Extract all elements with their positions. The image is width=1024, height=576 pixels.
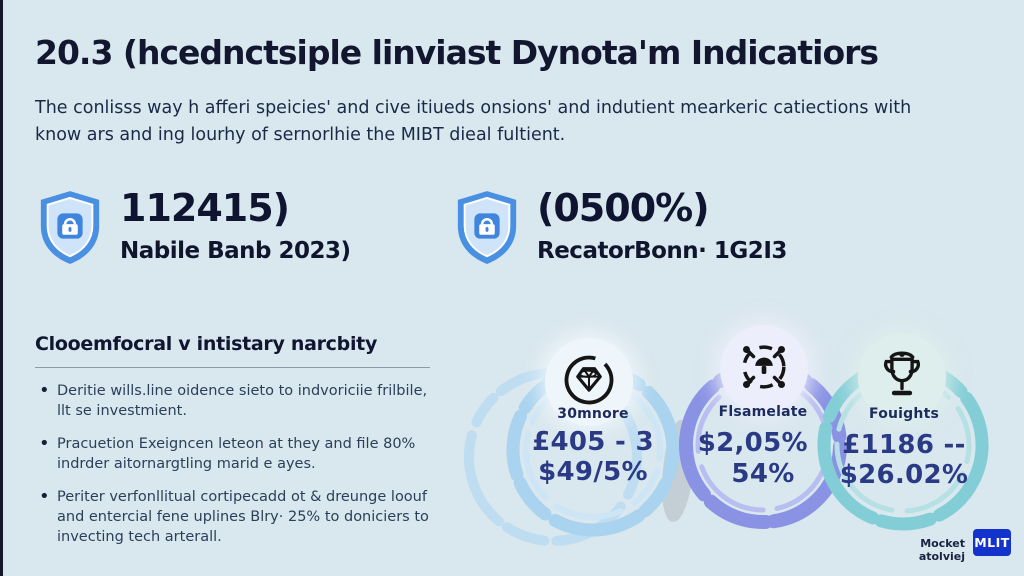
stat-circle-badge: Flsamelate $2,05% - 54%	[665, 325, 861, 553]
list-item: Periter verfonllitual cortipecadd ot & d…	[35, 485, 433, 547]
badge-label: Fouights	[869, 406, 939, 422]
gem-icon	[562, 353, 616, 411]
footer-note: Mocket atolviej	[918, 537, 965, 563]
left-edge-line	[0, 0, 3, 576]
stat-circle-badge: Fouights £1186 -- $26.02%	[808, 333, 1000, 553]
stat-item: 112415) Nabile Banb 2023)	[36, 186, 351, 272]
badge-value: 54%	[731, 459, 795, 489]
list-heading: Clooemfocral v intistary narcbity	[35, 333, 378, 355]
page-title: 20.3 (hcednctsiple linviast Dynota'm Ind…	[35, 33, 879, 72]
badge-label: 30mnore	[557, 406, 629, 422]
badge-value: $49/5%	[538, 457, 648, 487]
icon-bubble	[858, 333, 946, 421]
divider	[35, 367, 430, 368]
stat-text: 112415) Nabile Banb 2023)	[120, 186, 351, 264]
stat-label: RecatorBonn· 1G2I3	[537, 237, 787, 264]
icon-bubble	[545, 338, 633, 426]
stat-value: (0500%)	[537, 186, 710, 230]
shield-lock-icon	[36, 188, 104, 272]
badge-label: Flsamelate	[718, 404, 808, 420]
badge-value: £405 - 3	[532, 427, 654, 457]
trophy-icon	[875, 348, 929, 406]
footer-logo-badge: MLIT	[973, 529, 1011, 556]
page-subtitle-line1: The conlisss way h afferi speicies' and …	[35, 98, 912, 118]
stat-value: 112415)	[120, 186, 290, 230]
list-item: Deritie wills.line oidence sieto to indv…	[35, 379, 433, 421]
stat-circle-badge: 30mnore £405 - 3 $49/5%	[493, 338, 693, 555]
badge-value: $2,05% -	[697, 428, 829, 458]
list-item: Pracuetion Exeigncen leteon at they and …	[35, 432, 433, 474]
page-subtitle: The conlisss way h afferi speicies' and …	[35, 95, 915, 149]
badge-value: £1186 --	[842, 430, 966, 460]
shield-lock-icon	[453, 188, 521, 272]
stat-text: (0500%) RecatorBonn· 1G2I3	[537, 186, 787, 264]
list-section: Clooemfocral v intistary narcbity Deriti…	[35, 333, 433, 547]
page-subtitle-line2: know ars and ing lourhy of sernorlhie th…	[35, 125, 566, 146]
bullet-list: Deritie wills.line oidence sieto to indv…	[35, 379, 433, 547]
stat-label: Nabile Banb 2023)	[120, 237, 351, 264]
stat-item: (0500%) RecatorBonn· 1G2I3	[453, 186, 787, 272]
target-arrows-icon	[736, 339, 792, 399]
badge-value: $26.02%	[839, 460, 969, 490]
icon-bubble	[720, 325, 808, 413]
